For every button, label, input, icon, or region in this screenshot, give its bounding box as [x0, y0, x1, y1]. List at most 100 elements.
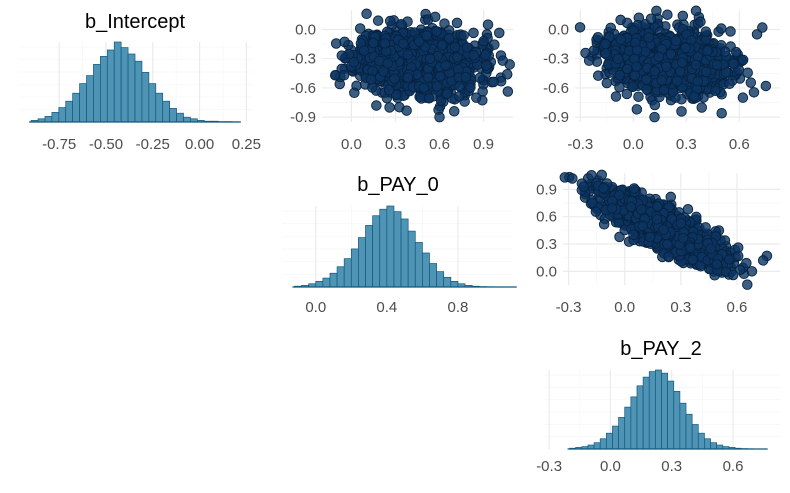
- scatter-point: [638, 221, 648, 231]
- scatter-point: [444, 33, 454, 43]
- histogram-bar: [121, 48, 128, 122]
- y-tick-label: 0.0: [548, 21, 569, 38]
- histogram-bar: [600, 439, 606, 449]
- scatter-point: [642, 75, 652, 85]
- scatter-point: [712, 60, 722, 70]
- histogram-bar: [59, 108, 66, 122]
- scatter-point: [602, 78, 612, 88]
- scatter-point: [697, 103, 707, 113]
- scatter-point: [482, 61, 492, 71]
- histogram-bar: [680, 403, 686, 449]
- scatter-point: [502, 69, 512, 79]
- scatter-point: [490, 40, 500, 50]
- histogram-bar: [316, 281, 323, 287]
- scatter-point: [615, 82, 625, 92]
- x-tick-label: 0.4: [376, 299, 397, 316]
- histogram-bar: [87, 76, 94, 122]
- scatter-point: [462, 43, 472, 53]
- histogram-bar: [631, 397, 637, 449]
- scatter-point: [441, 60, 451, 70]
- scatter-point: [717, 108, 727, 118]
- scatter-point: [738, 55, 748, 65]
- scatter-point: [701, 223, 711, 233]
- scatter-point: [385, 16, 395, 26]
- scatter-point: [396, 20, 406, 30]
- histogram-bar: [344, 259, 351, 287]
- histogram-bar: [643, 377, 649, 449]
- scatter-point: [693, 76, 703, 86]
- x-tick-label: 0.00: [185, 136, 214, 153]
- x-tick-label: 0.3: [661, 458, 682, 475]
- scatter-point: [435, 112, 445, 122]
- scatter-point: [471, 93, 481, 103]
- x-tick-label: -0.3: [567, 136, 593, 153]
- histogram-bar: [93, 64, 100, 122]
- scatter-point: [642, 85, 652, 95]
- histogram-bar: [594, 443, 600, 449]
- y-tick-label: 0.6: [536, 209, 557, 226]
- scatter-point: [761, 81, 771, 91]
- scatter-point: [454, 92, 464, 102]
- scatter-point: [706, 244, 716, 254]
- scatter-point: [611, 92, 621, 102]
- scatter-point: [645, 232, 655, 242]
- scatter-point: [677, 58, 687, 68]
- scatter-point: [368, 66, 378, 76]
- scatter-point: [450, 42, 460, 52]
- scatter-point: [716, 24, 726, 34]
- scatter-point: [738, 93, 748, 103]
- scatter-point: [383, 59, 393, 69]
- scatter-point: [369, 38, 379, 48]
- scatter-point: [749, 88, 759, 98]
- scatter-point: [380, 39, 390, 49]
- x-tick-label: 0.3: [676, 136, 697, 153]
- histogram-bar: [668, 381, 674, 449]
- scatter-point: [702, 67, 712, 77]
- histogram-bar: [358, 238, 365, 287]
- x-tick-label: 0.0: [305, 299, 326, 316]
- scatter-point: [657, 76, 667, 86]
- histogram-bar: [149, 84, 156, 122]
- scatter-point: [720, 47, 730, 57]
- scatter-point: [588, 198, 598, 208]
- scatter-point: [746, 78, 756, 88]
- scatter-point: [629, 230, 639, 240]
- histogram-bar: [422, 253, 429, 287]
- scatter-point: [601, 48, 611, 58]
- scatter-point: [422, 31, 432, 41]
- scatter-point: [390, 74, 400, 84]
- scatter-point: [681, 43, 691, 53]
- scatter-point: [758, 23, 768, 33]
- scatter-point: [701, 27, 711, 37]
- scatter-point: [424, 93, 434, 103]
- scatter-point: [725, 79, 735, 89]
- scatter-point: [629, 184, 639, 194]
- histogram-bar: [183, 117, 190, 122]
- scatter-point: [742, 280, 752, 290]
- y-tick-label: 0.0: [295, 21, 316, 38]
- scatter-point: [339, 70, 349, 80]
- scatter-point: [350, 88, 360, 98]
- scatter-point: [678, 233, 688, 243]
- scatter-point: [646, 14, 656, 24]
- histogram-bar: [366, 225, 373, 287]
- scatter-point: [597, 170, 607, 180]
- y-tick-label: -0.6: [290, 80, 316, 97]
- scatter-point: [579, 182, 589, 192]
- scatter-point: [659, 225, 669, 235]
- scatter-point: [742, 258, 752, 268]
- histogram-bar: [692, 425, 698, 449]
- scatter-point: [659, 85, 669, 95]
- scatter-point: [398, 39, 408, 49]
- scatter-point: [613, 54, 623, 64]
- y-tick-label: -0.3: [290, 51, 316, 68]
- scatter-point: [666, 192, 676, 202]
- scatter-point: [711, 86, 721, 96]
- scatter-point: [632, 62, 642, 72]
- histogram-bar: [612, 426, 618, 449]
- scatter-point: [384, 85, 394, 95]
- scatter-point: [691, 6, 701, 16]
